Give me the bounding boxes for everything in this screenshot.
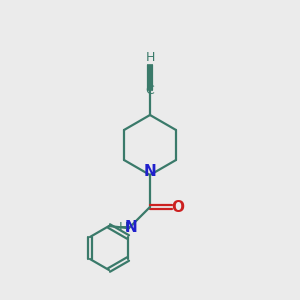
Text: H: H bbox=[118, 221, 128, 234]
Text: N: N bbox=[124, 220, 137, 235]
Text: C: C bbox=[146, 83, 154, 97]
Text: N: N bbox=[144, 164, 156, 178]
Text: H: H bbox=[145, 51, 155, 64]
Text: O: O bbox=[172, 200, 184, 214]
